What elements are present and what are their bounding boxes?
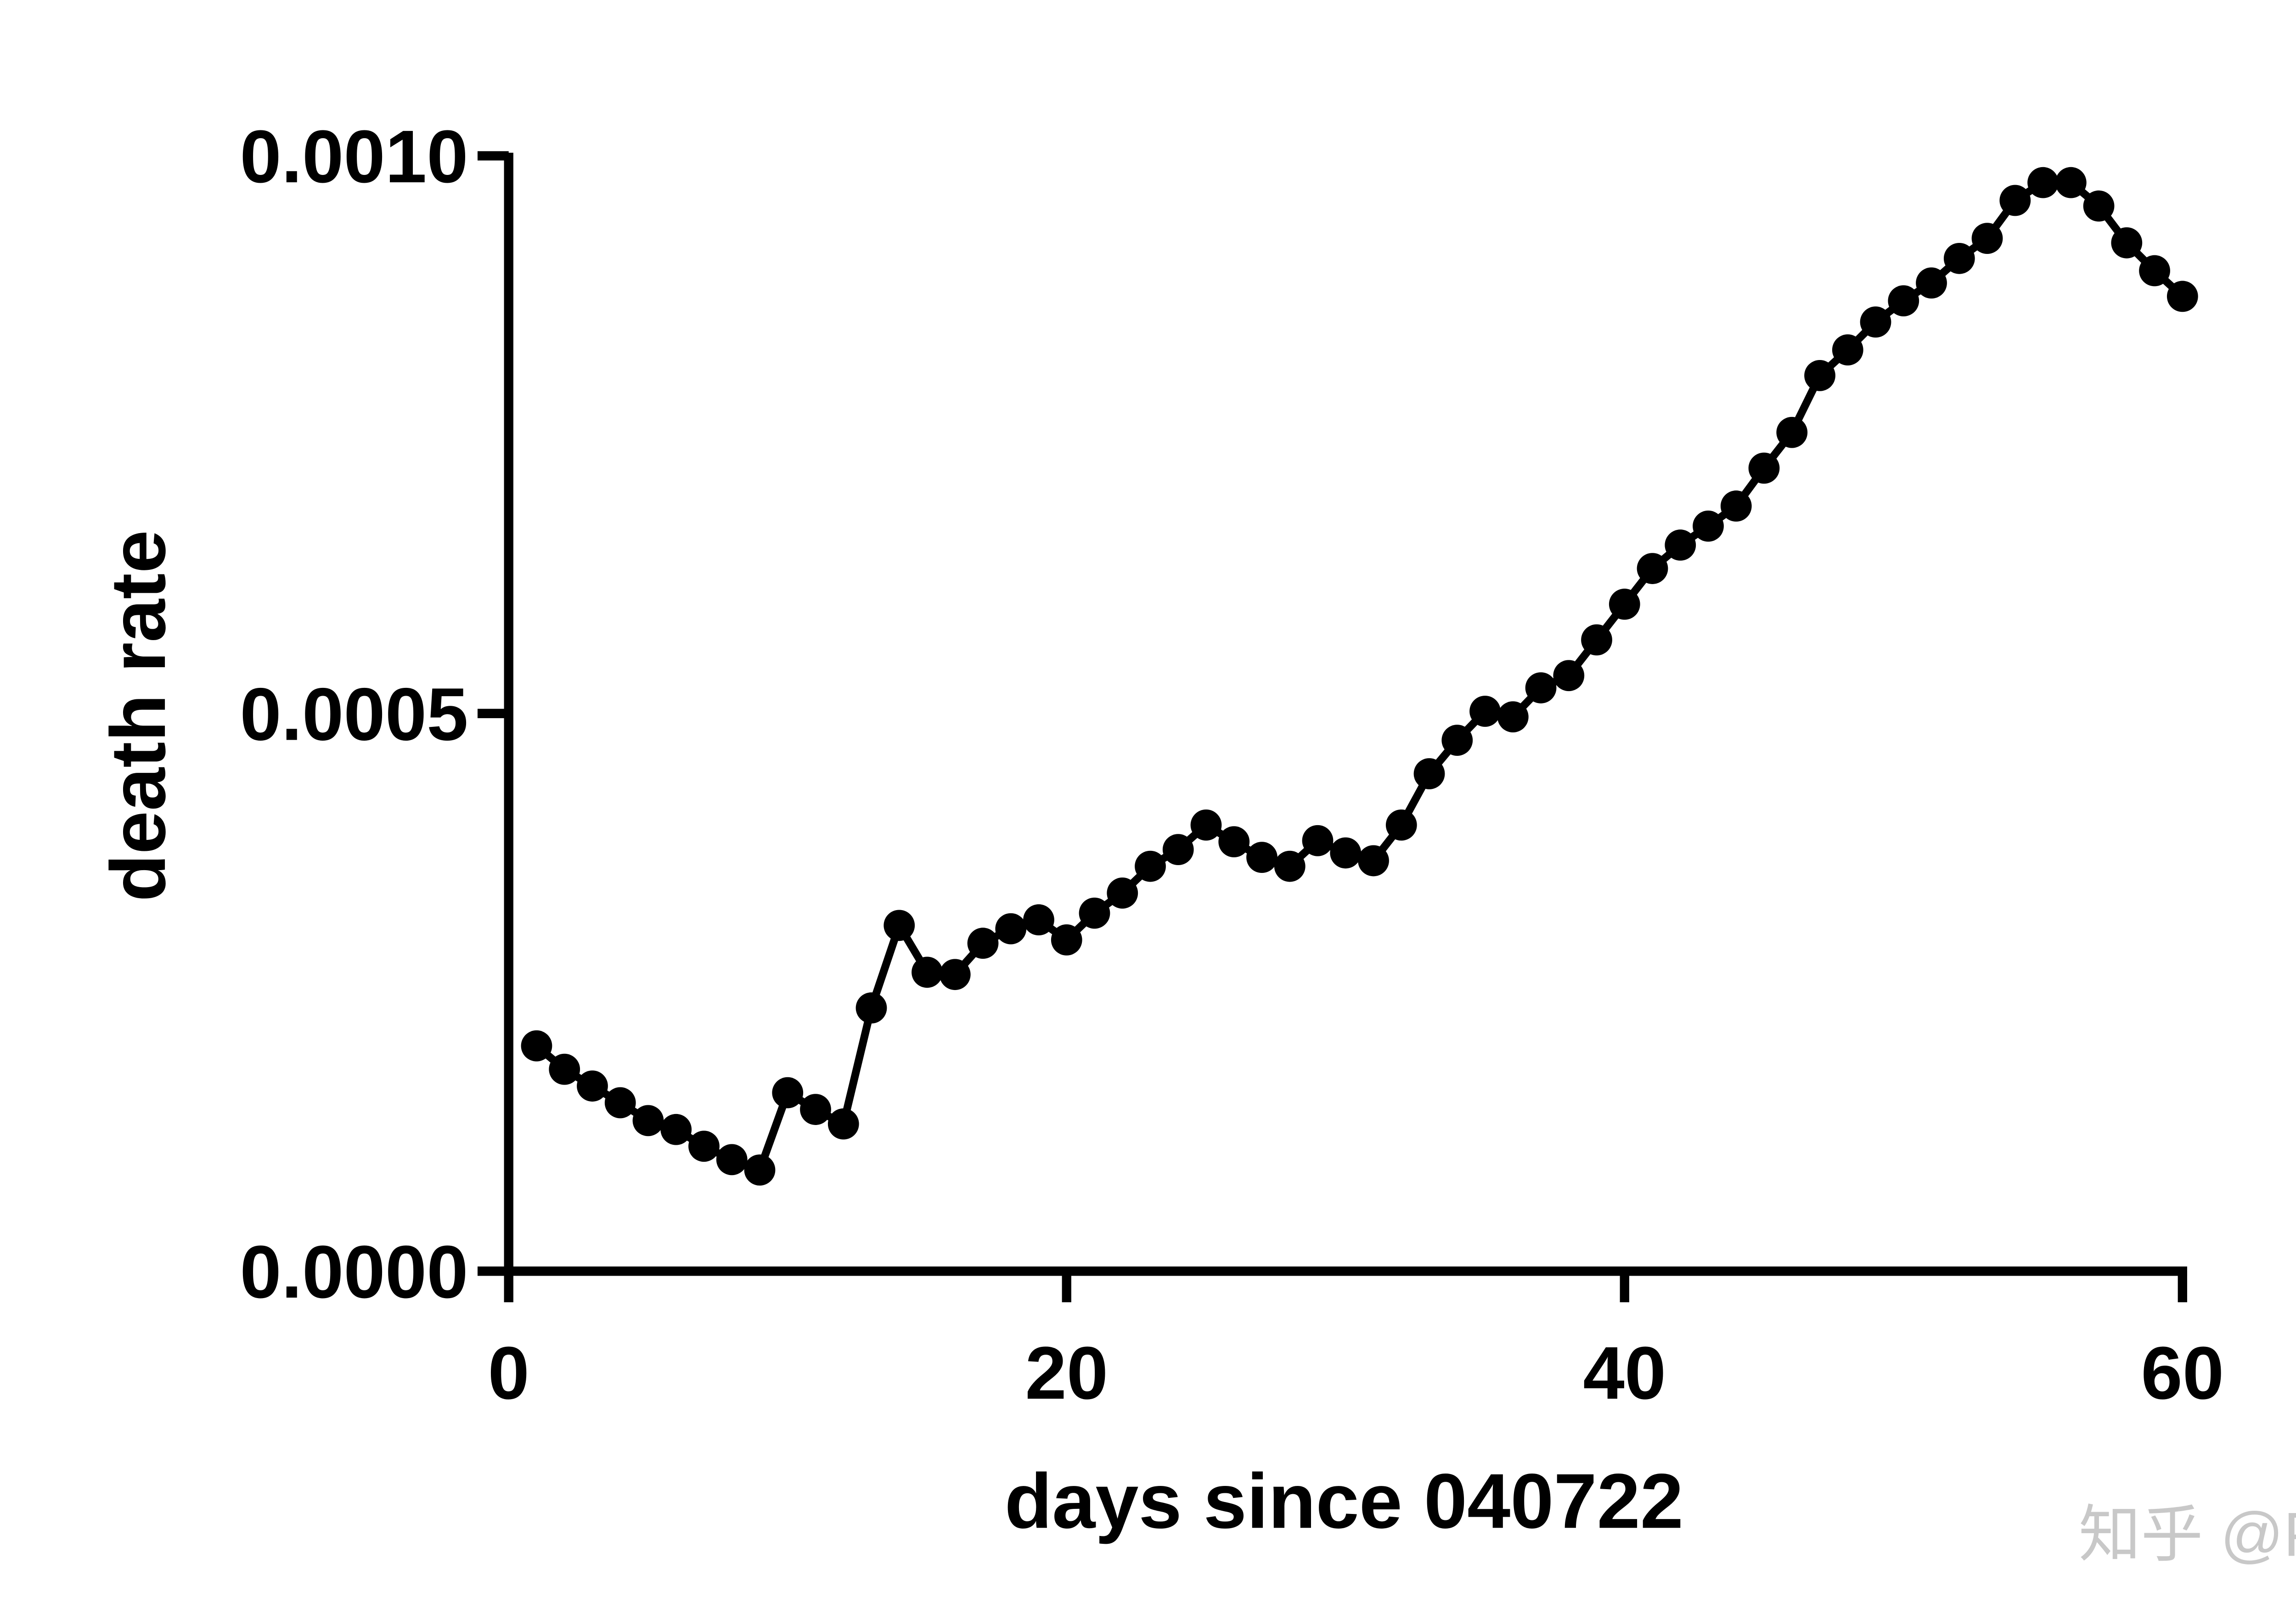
x-tick-label: 0 — [488, 1332, 529, 1415]
marker — [1413, 758, 1445, 789]
marker — [1246, 842, 1277, 873]
y-tick-label: 0.0005 — [240, 673, 468, 756]
y-tick-label: 0.0010 — [240, 115, 468, 198]
marker — [660, 1114, 692, 1145]
marker — [1051, 924, 1082, 956]
marker — [1553, 660, 1585, 692]
marker — [1776, 416, 1808, 448]
marker — [1441, 725, 1473, 756]
marker — [1330, 837, 1362, 869]
marker — [1693, 510, 1724, 542]
marker — [1079, 897, 1110, 929]
x-axis-label: days since 040722 — [1005, 1457, 1683, 1544]
marker — [521, 1030, 552, 1062]
x-tick-label: 20 — [1025, 1332, 1108, 1415]
marker — [1665, 529, 1696, 561]
marker — [1190, 809, 1222, 841]
marker — [1637, 553, 1668, 584]
marker — [632, 1105, 664, 1136]
marker — [2111, 227, 2143, 259]
x-tick-label: 40 — [1583, 1332, 1666, 1415]
marker — [939, 959, 971, 990]
y-axis-label: death rate — [95, 530, 181, 901]
marker — [995, 913, 1027, 945]
marker — [1748, 452, 1780, 484]
marker — [884, 910, 915, 941]
marker — [1999, 185, 2031, 216]
marker — [1943, 242, 1975, 274]
x-tick-label: 60 — [2141, 1332, 2224, 1415]
marker — [1135, 850, 1166, 882]
marker — [744, 1154, 776, 1186]
marker — [1302, 825, 1334, 856]
marker — [1525, 672, 1557, 703]
marker — [855, 992, 887, 1024]
marker — [688, 1131, 720, 1162]
marker — [772, 1077, 804, 1108]
marker — [967, 928, 999, 959]
marker — [1385, 809, 1417, 841]
marker — [1274, 850, 1306, 882]
y-tick-label: 0.0000 — [240, 1231, 468, 1314]
marker — [1469, 696, 1501, 727]
marker — [1971, 223, 2003, 254]
marker — [1023, 904, 1054, 936]
marker — [577, 1070, 608, 1102]
marker — [1832, 334, 1863, 366]
marker — [1358, 845, 1389, 877]
marker — [1107, 878, 1138, 909]
marker — [1218, 826, 1250, 858]
marker — [1581, 624, 1612, 656]
marker — [1916, 267, 1947, 299]
marker — [2027, 167, 2059, 198]
marker — [716, 1144, 748, 1176]
marker — [1804, 360, 1835, 391]
line — [534, 179, 2185, 1174]
marker — [2083, 190, 2115, 222]
marker — [827, 1108, 859, 1140]
marker — [1162, 834, 1194, 866]
marker — [549, 1053, 580, 1085]
marker — [800, 1094, 831, 1125]
marker — [912, 956, 943, 988]
marker — [2139, 255, 2170, 287]
marker — [1888, 285, 1919, 317]
watermark: 知乎 @Pat — [2079, 1499, 2296, 1569]
marker — [1497, 701, 1529, 732]
marker — [2055, 167, 2087, 198]
marker — [2167, 281, 2198, 312]
marker — [1609, 588, 1640, 620]
marker — [604, 1087, 636, 1119]
marker — [1860, 306, 1891, 338]
marker — [1720, 490, 1752, 522]
